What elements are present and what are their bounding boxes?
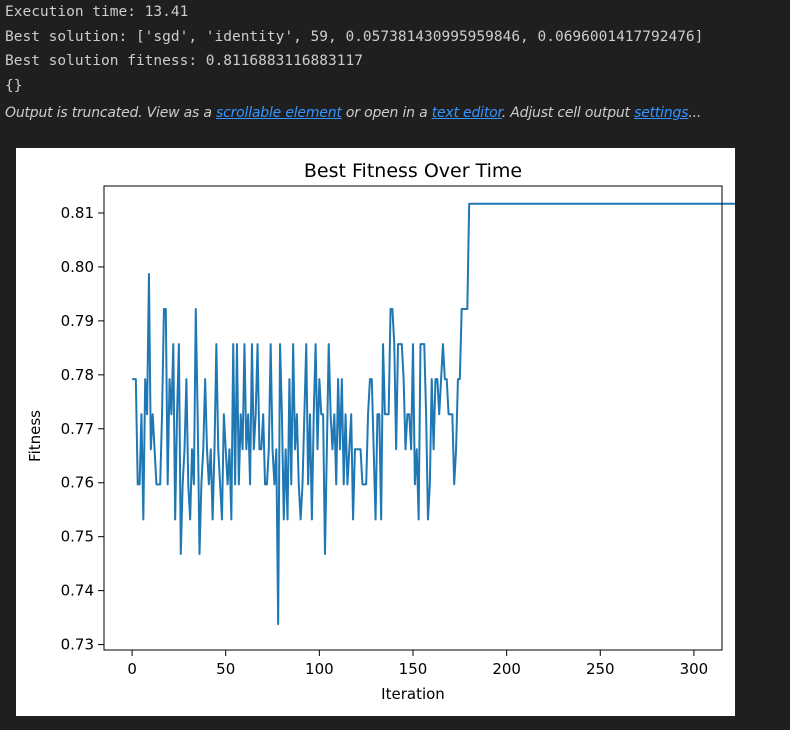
x-tick-label: 300 bbox=[680, 660, 709, 678]
truncation-prefix: Output is truncated. View as a bbox=[5, 105, 217, 121]
x-tick-label: 200 bbox=[492, 660, 521, 678]
truncation-suffix: ... bbox=[688, 105, 702, 121]
settings-link[interactable]: settings bbox=[634, 105, 689, 121]
best-solution-line: Best solution: ['sgd', 'identity', 59, 0… bbox=[5, 29, 704, 45]
x-tick-label: 250 bbox=[586, 660, 615, 678]
x-tick-label: 100 bbox=[305, 660, 334, 678]
text-editor-link[interactable]: text editor bbox=[431, 105, 502, 121]
scrollable-element-link[interactable]: scrollable element bbox=[216, 105, 342, 121]
chart-title: Best Fitness Over Time bbox=[304, 160, 522, 182]
truncation-middle2: . Adjust cell output bbox=[501, 105, 635, 121]
series-line bbox=[132, 202, 735, 626]
y-tick-label: 0.81 bbox=[61, 204, 94, 222]
best-fitness-line: Best solution fitness: 0.811688311688311… bbox=[5, 53, 363, 69]
y-tick-label: 0.73 bbox=[61, 636, 94, 654]
fitness-chart: Best Fitness Over Time Iteration Fitness… bbox=[26, 160, 735, 703]
y-axis-label: Fitness bbox=[26, 410, 44, 462]
plot-frame bbox=[103, 185, 723, 651]
y-tick-label: 0.79 bbox=[61, 312, 94, 330]
truncation-notice: Output is truncated. View as a scrollabl… bbox=[5, 103, 701, 123]
x-axis-label: Iteration bbox=[381, 685, 445, 703]
x-tick-label: 50 bbox=[216, 660, 235, 678]
y-tick-label: 0.76 bbox=[61, 474, 94, 492]
y-tick-label: 0.75 bbox=[61, 528, 94, 546]
truncation-middle: or open in a bbox=[341, 105, 432, 121]
y-tick-label: 0.78 bbox=[61, 366, 94, 384]
execution-time-line: Execution time: 13.41 bbox=[5, 4, 189, 20]
y-tick-label: 0.77 bbox=[61, 420, 94, 438]
chart-figure: Best Fitness Over Time Iteration Fitness… bbox=[16, 148, 735, 716]
empty-dict-line: {} bbox=[5, 78, 23, 94]
y-tick-label: 0.74 bbox=[61, 582, 94, 600]
x-tick-label: 0 bbox=[127, 660, 137, 678]
x-tick-label: 150 bbox=[399, 660, 428, 678]
y-tick-label: 0.80 bbox=[61, 258, 94, 276]
